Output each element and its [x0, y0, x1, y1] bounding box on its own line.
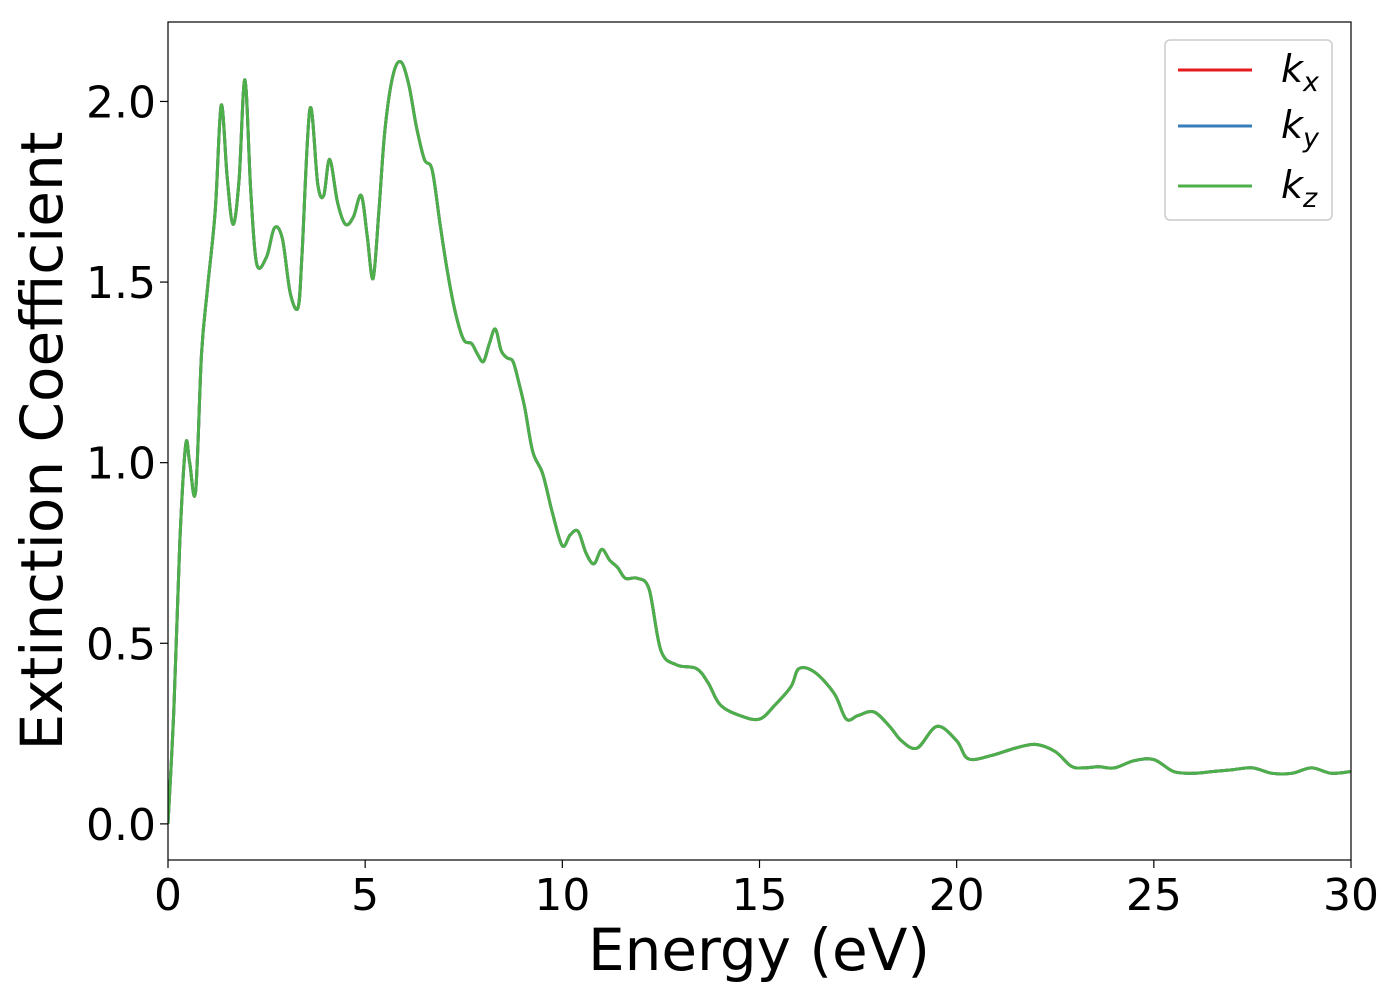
x-tick-label: 20 [929, 870, 985, 921]
y-tick-label: 1.5 [86, 258, 156, 309]
x-axis-ticks: 0 5 10 15 20 25 30 [154, 860, 1379, 921]
x-tick-label: 30 [1323, 870, 1379, 921]
x-tick-label: 5 [351, 870, 379, 921]
y-tick-label: 0.0 [86, 800, 156, 851]
x-tick-label: 25 [1126, 870, 1182, 921]
x-tick-label: 0 [154, 870, 182, 921]
y-tick-label: 2.0 [86, 77, 156, 128]
legend-box [1164, 39, 1333, 221]
series-line-kz [168, 60, 1351, 824]
y-tick-label: 0.5 [86, 619, 156, 670]
y-tick-label: 1.0 [86, 439, 156, 490]
series-layer [168, 60, 1351, 824]
legend-label-kz: kz [1281, 163, 1318, 214]
x-axis-title: Energy (eV) [588, 916, 930, 984]
legend-label-subscript: z [1302, 183, 1318, 214]
y-axis-title: Extinction Coefficient [8, 132, 76, 751]
legend-label-kx: kx [1281, 47, 1320, 98]
legend-label-subscript: x [1302, 67, 1320, 98]
y-axis-ticks: 0.0 0.5 1.0 1.5 2.0 [86, 77, 168, 851]
x-tick-label: 15 [732, 870, 788, 921]
legend-label-ky: ky [1281, 103, 1320, 154]
legend-label-subscript: y [1302, 123, 1320, 154]
legend-label-base: k [1281, 47, 1305, 91]
legend-label-base: k [1281, 103, 1305, 147]
x-tick-label: 10 [534, 870, 590, 921]
legend-label-base: k [1281, 163, 1305, 207]
